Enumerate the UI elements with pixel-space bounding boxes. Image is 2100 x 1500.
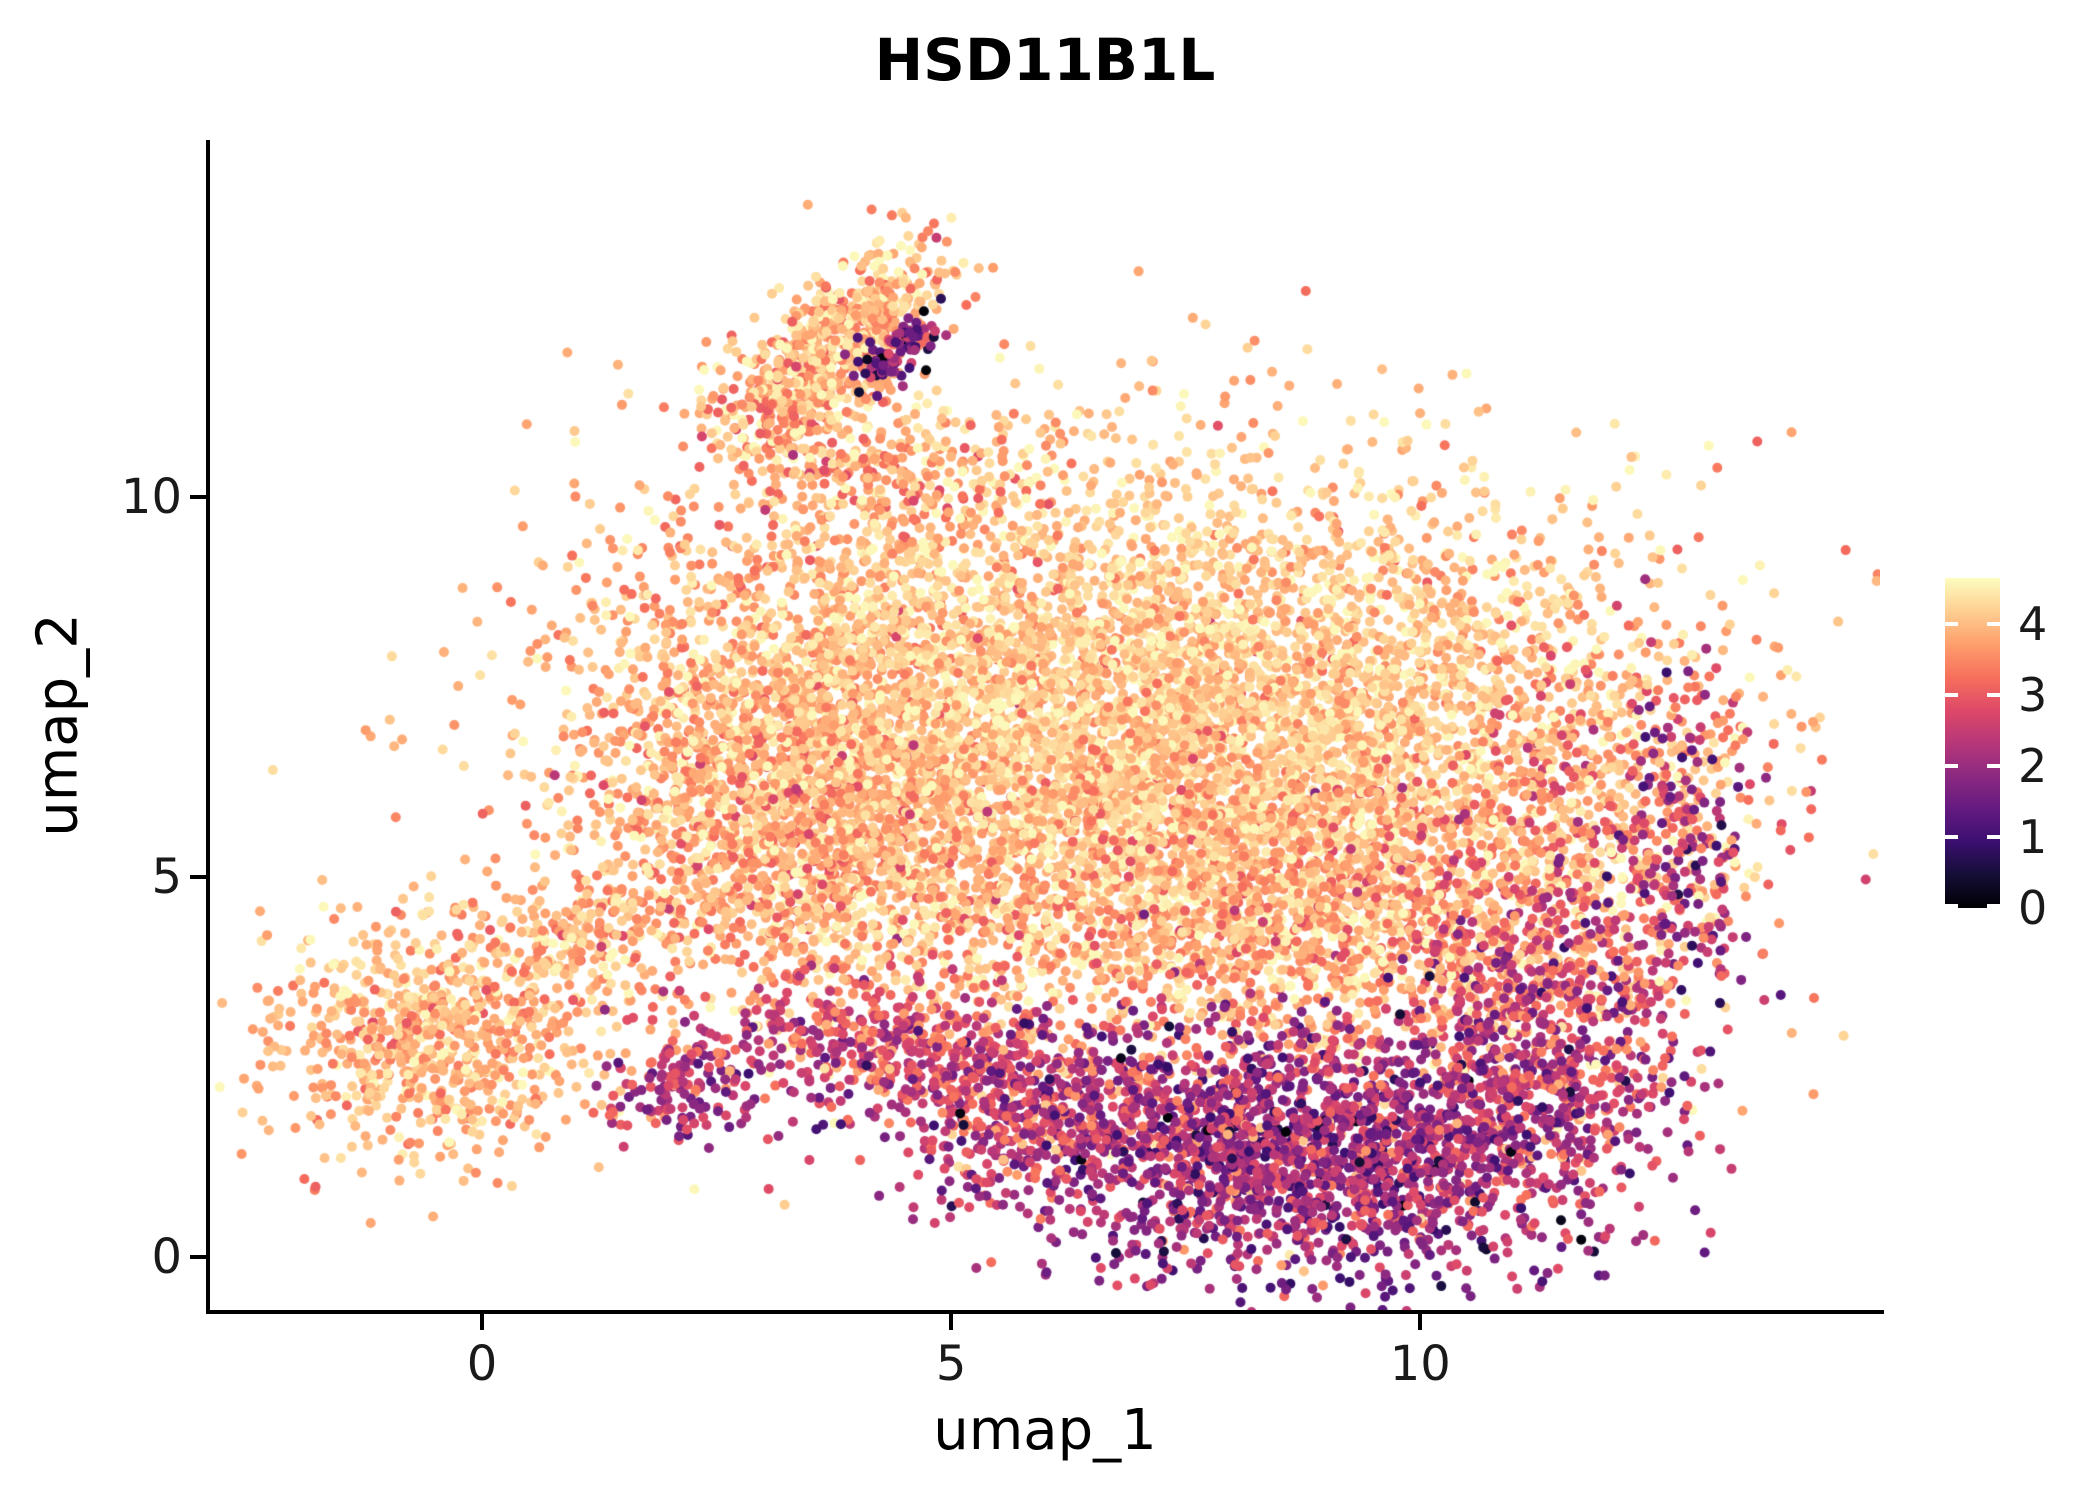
x-tick-label: 0	[466, 1336, 498, 1392]
colorbar-tick-mark	[1945, 764, 1958, 769]
colorbar-tick-label: 0	[2018, 881, 2048, 935]
colorbar-tick-label: 1	[2018, 810, 2048, 865]
colorbar-tick-label: 3	[2018, 668, 2048, 723]
colorbar-tick-label: 4	[2018, 597, 2048, 652]
plot-panel	[210, 140, 1880, 1310]
colorbar-tick-mark	[1945, 835, 1958, 840]
colorbar-tick-mark	[1987, 904, 2000, 908]
x-axis-line	[206, 1310, 1884, 1314]
y-axis-label: umap_2	[25, 613, 91, 837]
y-tick-mark	[190, 874, 206, 879]
colorbar-tick-mark	[1945, 693, 1958, 698]
colorbar-tick-mark	[1987, 622, 2000, 627]
x-axis-label: umap_1	[933, 1398, 1157, 1463]
y-axis-line	[206, 140, 210, 1314]
y-tick-label: 0	[151, 1228, 182, 1285]
x-tick-mark	[1418, 1314, 1423, 1330]
y-tick-mark	[190, 495, 206, 500]
colorbar-tick-mark	[1987, 835, 2000, 840]
colorbar-tick-mark	[1987, 764, 2000, 769]
y-tick-label: 5	[151, 848, 182, 905]
y-tick-label: 10	[120, 469, 182, 526]
colorbar-gradient	[1945, 578, 2000, 908]
scatter-canvas	[210, 140, 1880, 1310]
colorbar-tick-mark	[1945, 622, 1958, 627]
x-tick-mark	[949, 1314, 954, 1330]
plot-title: HSD11B1L	[874, 26, 1216, 94]
colorbar-tick-label: 2	[2018, 739, 2048, 794]
colorbar-tick-mark	[1945, 904, 1958, 908]
colorbar-tick-mark	[1987, 693, 2000, 698]
y-tick-mark	[190, 1254, 206, 1259]
x-tick-label: 5	[935, 1336, 967, 1392]
x-tick-label: 10	[1389, 1336, 1451, 1392]
x-tick-mark	[480, 1314, 485, 1330]
